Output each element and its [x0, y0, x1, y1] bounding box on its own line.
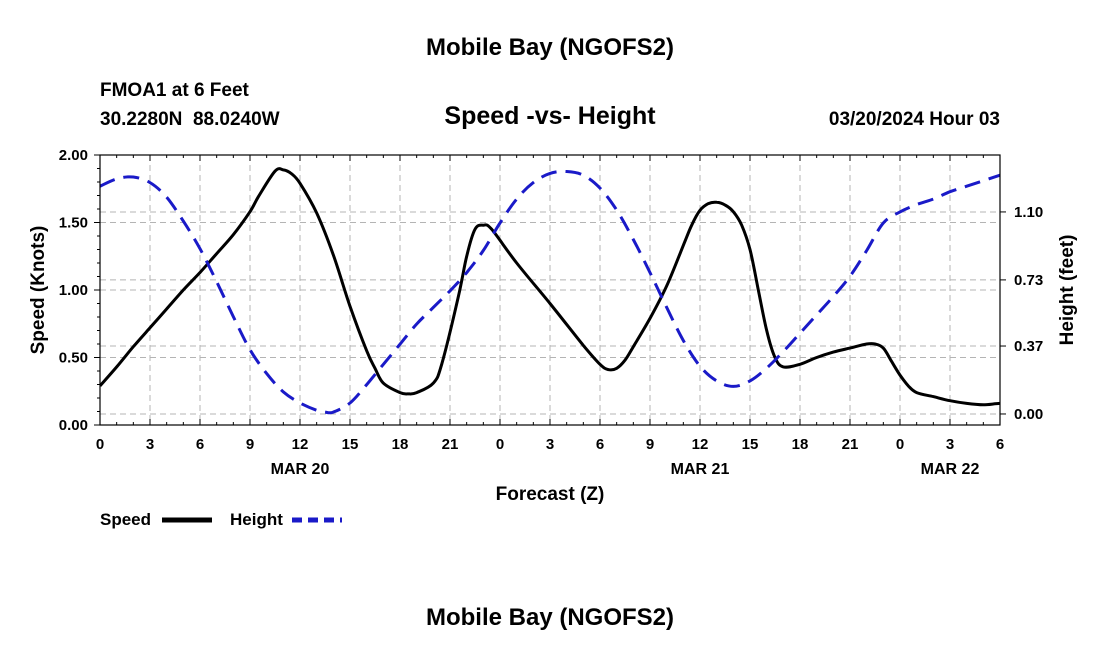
station-name: FMOA1 at 6 Feet [100, 80, 250, 101]
legend-speed-label: Speed [100, 510, 151, 529]
y-right-tick-label: 1.10 [1014, 204, 1043, 221]
x-tick-label: 18 [392, 436, 409, 453]
series-height-line [100, 169, 1000, 415]
footer-title: Mobile Bay (NGOFS2) [426, 604, 674, 631]
y-right-tick-label: 0.00 [1014, 406, 1043, 423]
x-tick-label: 6 [996, 436, 1004, 453]
x-tick-label: 21 [842, 436, 859, 453]
x-tick-label: 12 [292, 436, 309, 453]
y-right-tick-label: 0.73 [1014, 272, 1043, 289]
x-tick-label: 9 [246, 436, 254, 453]
x-tick-label: 0 [96, 436, 104, 453]
y-left-tick-label: 1.00 [59, 282, 88, 299]
y-left-tick-label: 0.50 [59, 350, 88, 367]
x-date-label: MAR 21 [671, 461, 730, 478]
station-coords: 30.2280N 88.0240W [100, 109, 280, 130]
x-tick-label: 0 [496, 436, 504, 453]
x-tick-label: 15 [342, 436, 359, 453]
grid [100, 155, 1000, 425]
y-left-tick-label: 0.00 [59, 417, 88, 434]
y-axis-left-label: Speed (Knots) [28, 226, 49, 355]
x-tick-label: 6 [596, 436, 604, 453]
x-tick-label: 3 [546, 436, 554, 453]
y-left-tick-label: 2.00 [59, 147, 88, 164]
x-tick-label: 21 [442, 436, 459, 453]
legend-height-label: Height [230, 510, 283, 529]
series-speed-line [100, 167, 1000, 407]
x-tick-label: 6 [196, 436, 204, 453]
y-left-tick-label: 1.50 [59, 215, 88, 232]
series-layer [100, 167, 1000, 415]
x-tick-label: 12 [692, 436, 709, 453]
x-tick-label: 3 [946, 436, 954, 453]
axes: 0 3 6 9 12 15 18 21 0 3 6 9 12 15 18 21 0 3 6 MAR 20 MAR 21 M… [59, 147, 1043, 478]
legend: Speed Height [100, 510, 342, 529]
y-right-tick-label: 0.37 [1014, 338, 1043, 355]
y-axis-right-label: Height (feet) [1057, 235, 1078, 346]
x-date-label: MAR 20 [271, 461, 330, 478]
forecast-timestamp: 03/20/2024 Hour 03 [829, 109, 1000, 130]
x-tick-label: 0 [896, 436, 904, 453]
page-title: Mobile Bay (NGOFS2) [426, 34, 674, 61]
x-tick-label: 3 [146, 436, 154, 453]
x-tick-label: 15 [742, 436, 759, 453]
chart-title: Speed -vs- Height [444, 102, 656, 130]
x-date-label: MAR 22 [921, 461, 980, 478]
x-tick-label: 9 [646, 436, 654, 453]
x-tick-label: 18 [792, 436, 809, 453]
x-axis-label: Forecast (Z) [496, 484, 605, 505]
